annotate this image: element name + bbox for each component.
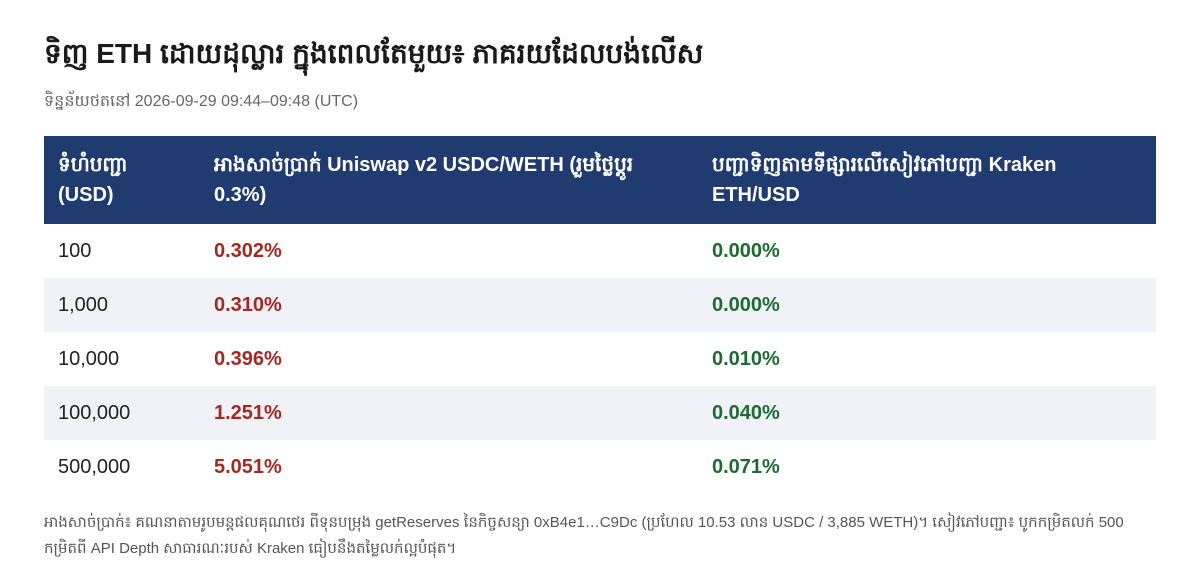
table-row: 100 0.302% 0.000% bbox=[44, 224, 1156, 278]
table-cell: 10,000 bbox=[58, 347, 120, 370]
table-cell: 0.000% bbox=[712, 239, 780, 262]
table-cell: 0.000% bbox=[698, 278, 1156, 332]
column-header: ទំហំបញ្ជា (USD) bbox=[44, 136, 200, 224]
table-body: 100 0.302% 0.000% 1,000 0.310% 0.000% 10,000 0.… bbox=[44, 224, 1156, 494]
header-row: ទំហំបញ្ជា (USD) អាងសាច់ប្រាក់ Uniswap v2 … bbox=[44, 136, 1156, 224]
table-cell: 500,000 bbox=[58, 455, 131, 478]
footnote: អាងសាច់ប្រាក់៖ គណនាតាមរូបមន្តផលគុណថេរ ពី… bbox=[44, 514, 1124, 557]
table-cell: 100 bbox=[58, 239, 92, 262]
table: ទំហំបញ្ជា (USD) អាងសាច់ប្រាក់ Uniswap v2 … bbox=[44, 136, 1156, 494]
table-cell: 0.040% bbox=[698, 386, 1156, 440]
title: ទិញ ETH ដោយដុល្លារ ក្នុងពេលតែមួយ៖ ភាគរយដ… bbox=[44, 38, 704, 69]
subtitle: ទិន្នន័យថតនៅ 2026-09-29 09:44–09:48 (UTC… bbox=[44, 93, 359, 110]
table-cell: 5.051% bbox=[214, 455, 282, 478]
table-row: 1,000 0.310% 0.000% bbox=[44, 278, 1156, 332]
column-header: បញ្ជាទិញតាមទីផ្សារលើសៀវភៅបញ្ជា Kraken ET… bbox=[698, 136, 1156, 224]
table-cell: 1,000 bbox=[44, 278, 200, 332]
table-cell: 1.251% bbox=[200, 386, 698, 440]
table-cell: 0.071% bbox=[712, 455, 780, 478]
table-cell: 0.010% bbox=[712, 347, 780, 370]
table-row: 10,000 0.396% 0.010% bbox=[44, 332, 1156, 386]
table-cell: 0.310% bbox=[200, 278, 698, 332]
table-cell: 100,000 bbox=[44, 386, 200, 440]
table-cell: 0.396% bbox=[214, 347, 282, 370]
table-cell: 0.302% bbox=[214, 239, 282, 262]
table-row: 100,000 1.251% 0.040% bbox=[44, 386, 1156, 440]
column-header: អាងសាច់ប្រាក់ Uniswap v2 USDC/WETH (រួមថ… bbox=[200, 136, 698, 224]
table-row: 500,000 5.051% 0.071% bbox=[44, 440, 1156, 494]
